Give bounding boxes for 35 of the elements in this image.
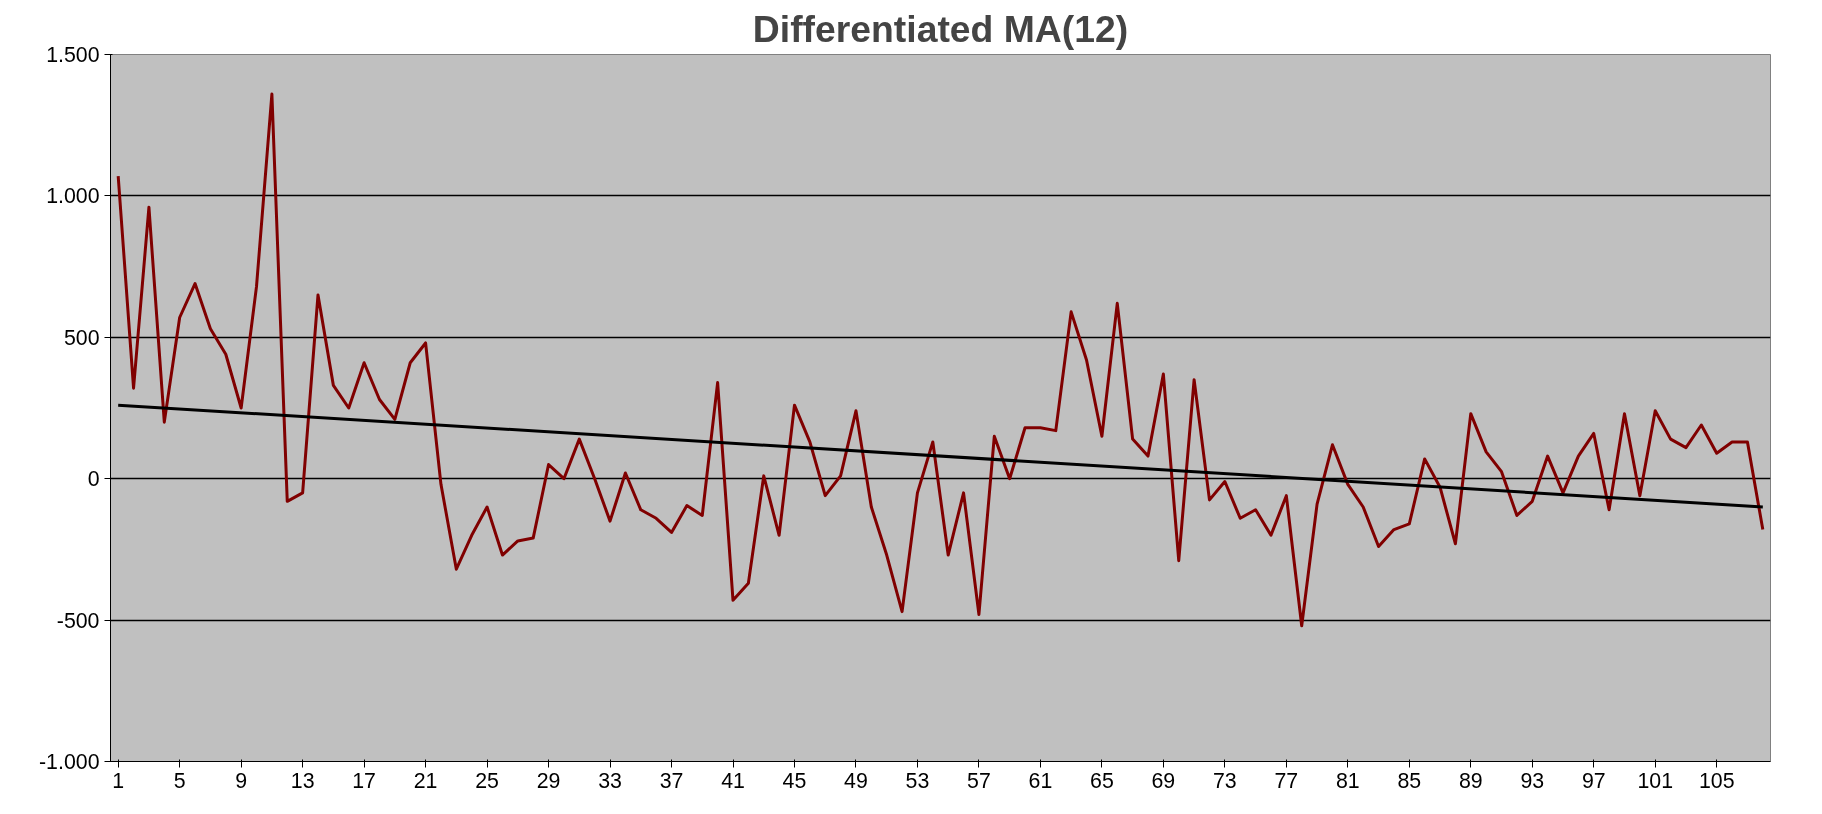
y-tick-label: 1.500 xyxy=(46,43,100,67)
x-tick-label: 25 xyxy=(475,768,499,793)
y-tick-label: 1.000 xyxy=(46,184,100,209)
x-tick-label: 81 xyxy=(1335,768,1360,793)
x-tick-label: 13 xyxy=(290,768,315,793)
x-tick-label: 17 xyxy=(352,768,376,793)
x-tick-label: 77 xyxy=(1274,768,1299,793)
x-tick-label: 61 xyxy=(1028,768,1053,793)
x-tick-label: 21 xyxy=(413,768,438,793)
x-tick-label: 69 xyxy=(1151,768,1176,793)
x-tick-label: 33 xyxy=(598,768,622,793)
chart-title: Differentiated MA(12) xyxy=(752,7,1129,50)
x-tick-label: 5 xyxy=(173,768,186,793)
y-tick-label: -500 xyxy=(56,608,100,633)
line-series xyxy=(116,92,1765,628)
x-tick-label: 89 xyxy=(1458,768,1483,793)
x-tick-label: 57 xyxy=(967,768,991,793)
x-tick-label: 97 xyxy=(1581,768,1606,793)
x-tick-label: 93 xyxy=(1520,768,1545,793)
x-tick-label: 41 xyxy=(721,768,745,793)
x-tick-label: 85 xyxy=(1397,768,1422,793)
x-tick-label: 53 xyxy=(905,768,930,793)
x-tick-label: 73 xyxy=(1212,768,1237,793)
x-tick-label: 105 xyxy=(1698,768,1735,793)
x-tick-label: 1 xyxy=(112,768,125,793)
x-tick-label: 45 xyxy=(782,768,807,793)
x-tick-label: 101 xyxy=(1637,768,1674,793)
y-tick-label: 0 xyxy=(87,467,100,492)
x-tick-label: 9 xyxy=(235,768,248,793)
x-tick-label: 65 xyxy=(1090,768,1114,793)
x-tick-label: 49 xyxy=(844,768,868,793)
y-tick-label: -1.000 xyxy=(39,750,100,774)
x-tick-label: 37 xyxy=(659,768,684,793)
x-tick-label: 29 xyxy=(536,768,561,793)
y-tick-label: 500 xyxy=(63,325,100,350)
